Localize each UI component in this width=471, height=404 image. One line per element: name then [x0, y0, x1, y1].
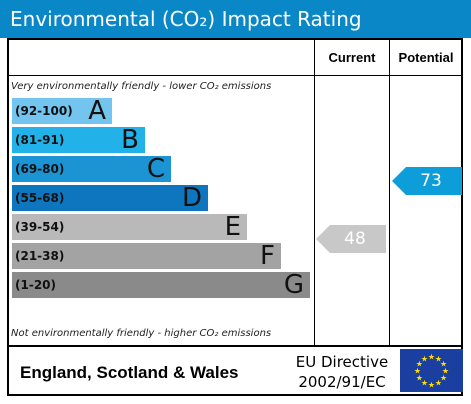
header-divider [8, 75, 462, 76]
band-range-label: (1-20) [15, 278, 56, 292]
current-header: Current [328, 50, 376, 65]
band-letter: A [88, 96, 106, 126]
title-bar: Environmental (CO₂) Impact Rating [0, 0, 471, 38]
band-c: (69-80) C [12, 154, 171, 184]
band-letter: C [146, 154, 165, 184]
current-rating-value: 48 [344, 229, 366, 249]
current-arrow-shape [316, 225, 386, 253]
eu-star-icon: ★ [414, 367, 421, 376]
band-letter: F [260, 241, 275, 271]
band-e: (39-54) E [12, 212, 247, 242]
region-label: England, Scotland & Wales [20, 363, 239, 382]
footer-divider [8, 345, 462, 347]
eu-directive-label: EU Directive 2002/91/EC [286, 352, 398, 392]
band-b: (81-91) B [12, 125, 145, 155]
eu-flag-icon: ★ ★ ★ ★ ★ ★ ★ ★ ★ ★ ★ ★ [400, 349, 463, 392]
potential-arrow-shape [392, 167, 462, 195]
band-f: (21-38) F [12, 241, 281, 271]
eu-stars: ★ ★★★★★★★★★★★ [414, 353, 449, 390]
current-rating-arrow: 48 [316, 225, 386, 253]
rating-frame [7, 38, 463, 396]
band-letter: D [181, 183, 202, 213]
band-g: (1-20) G [12, 270, 310, 300]
eu-star-icon: ★ [440, 360, 447, 369]
band-range-label: (92-100) [15, 104, 73, 118]
band-range-label: (81-91) [15, 133, 65, 147]
band-letter: B [121, 125, 139, 155]
eu-directive-line1: EU Directive [295, 353, 389, 371]
band-range-label: (69-80) [15, 162, 65, 176]
eu-star-icon: ★ [435, 354, 442, 363]
potential-header: Potential [398, 50, 454, 65]
band-letter: G [283, 270, 304, 300]
potential-rating-value: 73 [420, 171, 442, 191]
bottom-note: Not environmentally friendly - higher CO… [11, 328, 272, 339]
potential-column-divider [389, 39, 390, 346]
current-column-divider [314, 39, 315, 346]
eu-star-icon: ★ [428, 353, 435, 362]
eu-star-icon: ★ [428, 381, 435, 390]
eu-star-icon: ★ [421, 379, 428, 388]
band-range-label: (55-68) [15, 191, 65, 205]
eu-directive-line2: 2002/91/EC [298, 373, 386, 391]
eu-star-icon: ★ [440, 374, 447, 383]
eu-star-icon: ★ [435, 379, 442, 388]
eu-star-icon: ★ [442, 367, 449, 376]
top-note: Very environmentally friendly - lower CO… [11, 81, 272, 92]
chart-title: Environmental (CO₂) Impact Rating [10, 7, 362, 31]
band-d: (55-68) D [12, 183, 208, 213]
band-range-label: (21-38) [15, 249, 65, 263]
potential-rating-arrow: 73 [392, 167, 462, 195]
band-range-label: (39-54) [15, 220, 65, 234]
band-a: (92-100) A [12, 96, 112, 126]
eu-star-icon: ★ [416, 360, 423, 369]
eu-star-icon: ★ [416, 374, 423, 383]
eu-star-icon: ★ [421, 354, 428, 363]
band-letter: E [224, 212, 241, 242]
